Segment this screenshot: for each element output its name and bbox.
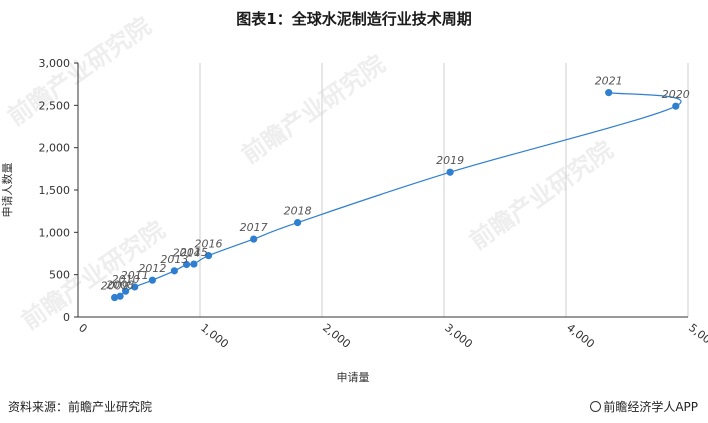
x-tick-label: 5,000: [686, 321, 708, 351]
brand-text: 前瞻经济学人APP: [603, 400, 698, 414]
brand-logo-icon: [590, 401, 602, 412]
data-label-2014: 2014: [173, 247, 201, 260]
y-axis-label: 申请人数量: [1, 163, 14, 218]
data-point-2011: [131, 283, 139, 291]
data-label-2011: 2011: [121, 269, 149, 282]
data-label-2020: 2020: [662, 88, 690, 101]
data-label-2019: 2019: [436, 154, 464, 167]
data-label-2021: 2021: [595, 75, 623, 88]
data-label-2010: 2010: [112, 273, 140, 286]
y-tick-label: 3,000: [39, 57, 71, 70]
data-point-2010: [121, 287, 130, 295]
data-point-2009: [111, 293, 119, 302]
y-tick-label: 2,500: [39, 99, 71, 112]
data-point-2013: [170, 267, 178, 275]
data-point-2012: [148, 276, 157, 284]
data-label-2008: 2008: [106, 278, 134, 291]
x-tick-label: 2,000: [320, 321, 353, 351]
x-tick-label: 4,000: [564, 321, 597, 351]
data-point-2016: [204, 252, 213, 260]
data-label-2013: 2013: [160, 253, 188, 266]
data-point-2008: [116, 292, 124, 300]
y-tick-label: 0: [63, 311, 70, 324]
chart-title: 图表1：全球水泥制造行业技术周期: [236, 10, 472, 28]
data-point-2019: [446, 168, 454, 176]
data-point-2014: [182, 260, 191, 269]
x-tick-label: 0: [76, 321, 90, 336]
data-points: [111, 89, 680, 302]
x-axis-label: 申请量: [337, 371, 370, 384]
y-tick-label: 500: [49, 269, 70, 282]
data-label-2018: 2018: [284, 205, 312, 218]
x-tick-label: 1,000: [198, 321, 231, 351]
x-tick-label: 3,000: [442, 321, 475, 351]
brand-label: 前瞻经济学人APP: [590, 398, 698, 415]
y-tick-label: 1,000: [39, 226, 71, 239]
data-point-2015: [190, 260, 198, 268]
data-point-2021: [605, 89, 613, 97]
y-tick-label: 2,000: [39, 142, 71, 155]
data-point-2020: [672, 102, 680, 110]
axes: 0 500 1,000 1,500 2,000 2,500 3,000 0 1,000 2,000…: [1, 57, 708, 384]
data-label-2012: 2012: [138, 262, 166, 275]
grid-lines: [199, 63, 689, 317]
data-point-2017: [250, 235, 258, 243]
data-label-2016: 2016: [195, 238, 223, 251]
data-point-2018: [294, 218, 302, 227]
data-label-2015: 2015: [180, 246, 208, 259]
y-tick-label: 1,500: [39, 184, 71, 197]
source-note: 资料来源：前瞻产业研究院: [8, 400, 153, 414]
data-label-2017: 2017: [240, 221, 268, 234]
data-label-2009: 2009: [101, 280, 129, 293]
